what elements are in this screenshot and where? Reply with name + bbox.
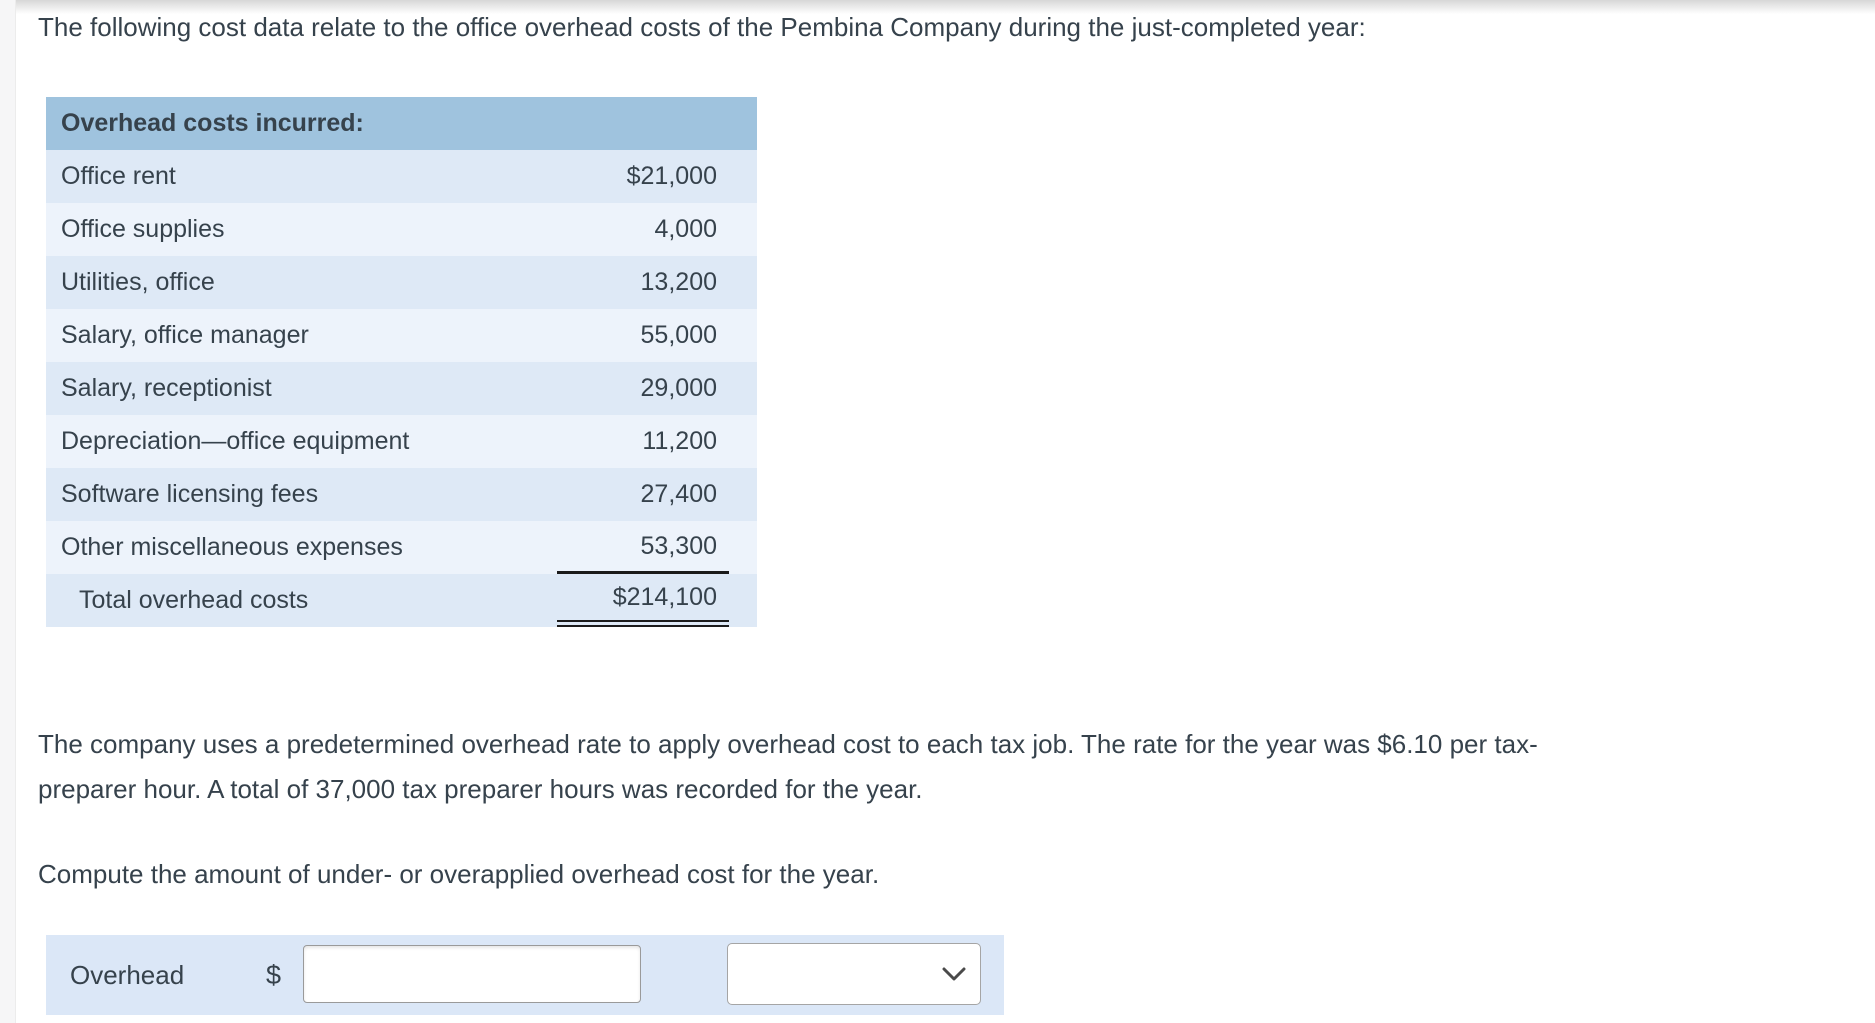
overhead-costs-table: Overhead costs incurred: Office rent $21… <box>46 97 757 627</box>
chevron-down-icon <box>942 967 966 981</box>
row-spacer <box>729 521 757 574</box>
row-label: Office supplies <box>61 215 225 243</box>
row-amount: 55,000 <box>640 321 717 349</box>
table-row: Depreciation—office equipment 11,200 <box>46 415 757 468</box>
left-gutter <box>0 0 16 1023</box>
row-amount: 13,200 <box>640 268 717 296</box>
total-label: Total overhead costs <box>79 586 309 614</box>
row-spacer <box>729 256 757 309</box>
row-label: Other miscellaneous expenses <box>61 533 403 561</box>
table-header-label: Overhead costs incurred: <box>61 109 364 137</box>
row-amount: 4,000 <box>654 215 717 243</box>
table-row: Other miscellaneous expenses 53,300 <box>46 521 757 574</box>
row-amount: 27,400 <box>640 480 717 508</box>
intro-text: The following cost data relate to the of… <box>38 12 1366 42</box>
row-label: Software licensing fees <box>61 480 319 508</box>
row-spacer <box>729 362 757 415</box>
table-row: Office rent $21,000 <box>46 150 757 203</box>
row-amount: 53,300 <box>557 521 729 574</box>
answer-row: Overhead $ <box>46 935 1004 1015</box>
instruction-text: Compute the amount of under- or overappl… <box>38 859 880 889</box>
row-label: Depreciation—office equipment <box>61 427 410 455</box>
top-scroll-fade <box>0 0 1875 14</box>
row-amount: $21,000 <box>626 162 717 190</box>
rate-paragraph-line1: The company uses a predetermined overhea… <box>38 729 1538 759</box>
row-label: Utilities, office <box>61 268 215 296</box>
row-label: Salary, receptionist <box>61 374 272 402</box>
row-label: Salary, office manager <box>61 321 309 349</box>
table-row: Software licensing fees 27,400 <box>46 468 757 521</box>
table-row: Office supplies 4,000 <box>46 203 757 256</box>
row-amount: 29,000 <box>640 374 717 402</box>
row-amount: 11,200 <box>642 427 717 455</box>
table-row: Utilities, office 13,200 <box>46 256 757 309</box>
row-spacer <box>729 150 757 203</box>
row-spacer <box>729 415 757 468</box>
dollar-sign: $ <box>266 959 282 990</box>
overhead-amount-input[interactable] <box>303 945 641 1003</box>
row-spacer <box>729 468 757 521</box>
rate-paragraph: The company uses a predetermined overhea… <box>38 722 1868 812</box>
row-spacer <box>729 203 757 256</box>
table-row: Salary, office manager 55,000 <box>46 309 757 362</box>
row-spacer <box>729 309 757 362</box>
table-total-row: Total overhead costs $214,100 <box>46 574 757 627</box>
rate-paragraph-line2: preparer hour. A total of 37,000 tax pre… <box>38 774 923 804</box>
row-spacer <box>729 574 757 627</box>
overhead-label: Overhead <box>70 959 185 990</box>
table-header: Overhead costs incurred: <box>46 97 757 150</box>
table-row: Salary, receptionist 29,000 <box>46 362 757 415</box>
total-amount: $214,100 <box>557 574 729 627</box>
row-label: Office rent <box>61 162 176 190</box>
underapplied-overapplied-select[interactable] <box>727 943 981 1005</box>
